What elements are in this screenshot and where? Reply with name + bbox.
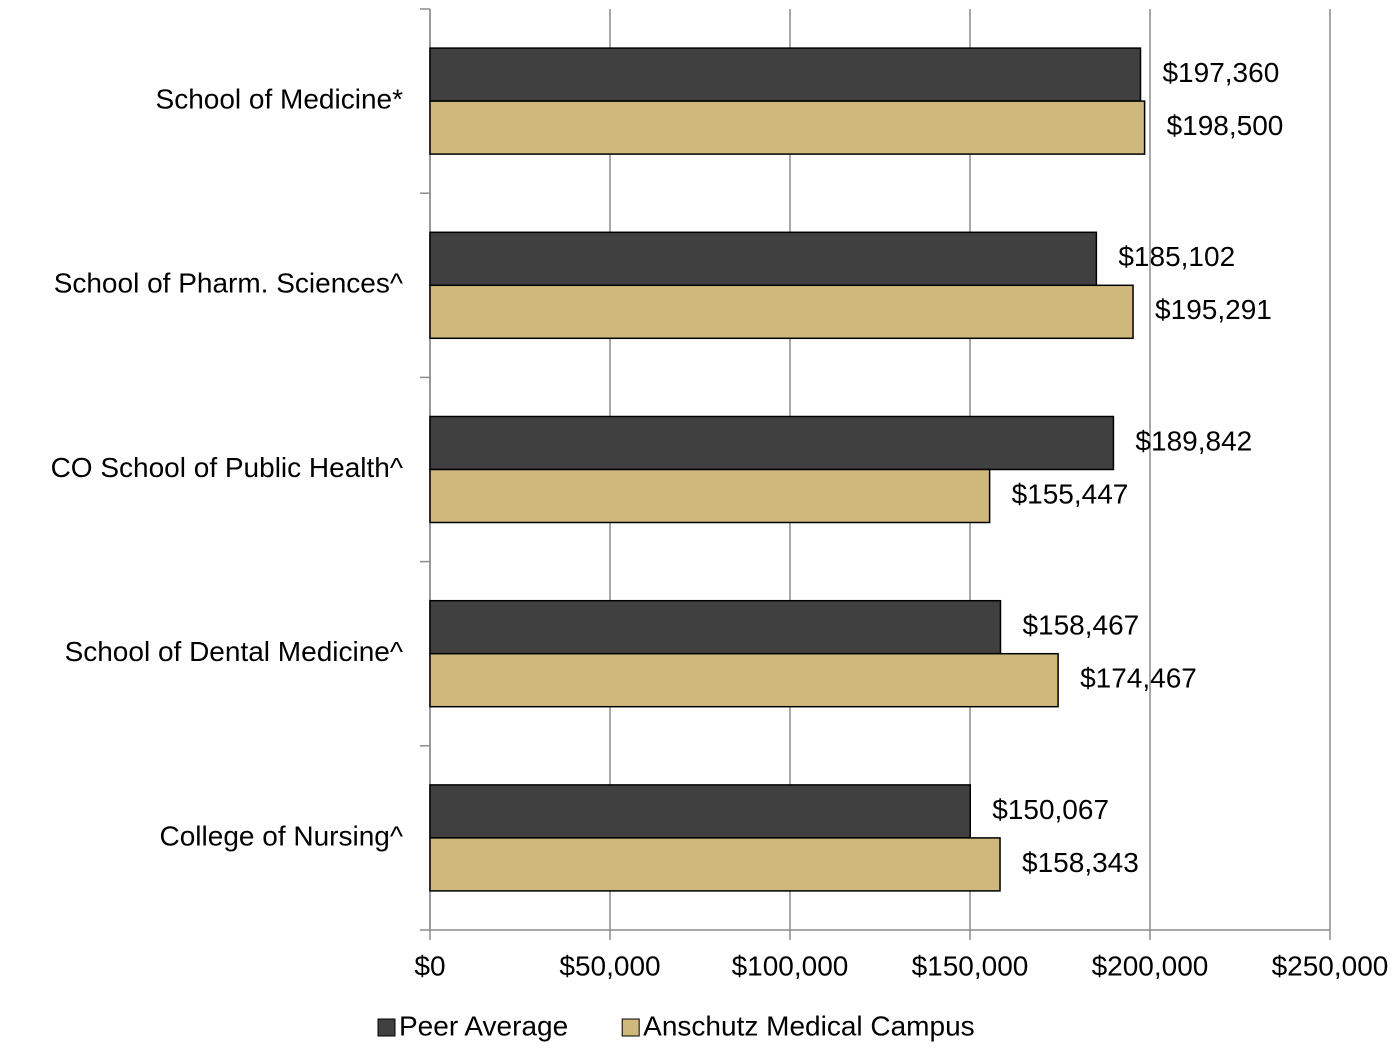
bar [429, 599, 1002, 655]
x-tick-label: $100,000 [732, 950, 849, 981]
bar [429, 284, 1134, 340]
bar [429, 468, 991, 524]
bar [429, 100, 1146, 155]
value-label: $185,102 [1118, 241, 1235, 272]
y-tick-label: School of Medicine* [156, 83, 404, 114]
y-tick-label: School of Pharm. Sciences^ [54, 268, 403, 299]
bar [429, 415, 1115, 471]
x-tick-label: $0 [414, 950, 445, 981]
legend-swatch [377, 1018, 396, 1037]
x-tick-label: $250,000 [1272, 950, 1389, 981]
bar [429, 652, 1059, 708]
value-label: $158,467 [1022, 610, 1139, 641]
value-label: $189,842 [1135, 425, 1252, 456]
value-label: $150,067 [992, 794, 1109, 825]
y-tick-label: CO School of Public Health^ [51, 452, 403, 483]
bar [429, 231, 1098, 287]
legend-swatch [621, 1018, 640, 1037]
x-tick-label: $200,000 [1092, 950, 1209, 981]
value-label: $174,467 [1080, 663, 1197, 694]
x-tick-label: $50,000 [559, 950, 660, 981]
bar [429, 784, 971, 839]
value-label: $198,500 [1167, 110, 1284, 141]
legend-label: Peer Average [399, 1010, 568, 1041]
y-tick-label: School of Dental Medicine^ [65, 636, 403, 667]
value-label: $158,343 [1022, 847, 1139, 878]
legend-label: Anschutz Medical Campus [643, 1010, 974, 1041]
value-label: $197,360 [1162, 57, 1279, 88]
y-tick-label: College of Nursing^ [160, 820, 403, 851]
x-tick-label: $150,000 [912, 950, 1029, 981]
value-label: $155,447 [1012, 478, 1129, 509]
bar [429, 47, 1142, 102]
bar [429, 837, 1001, 892]
value-label: $195,291 [1155, 294, 1272, 325]
